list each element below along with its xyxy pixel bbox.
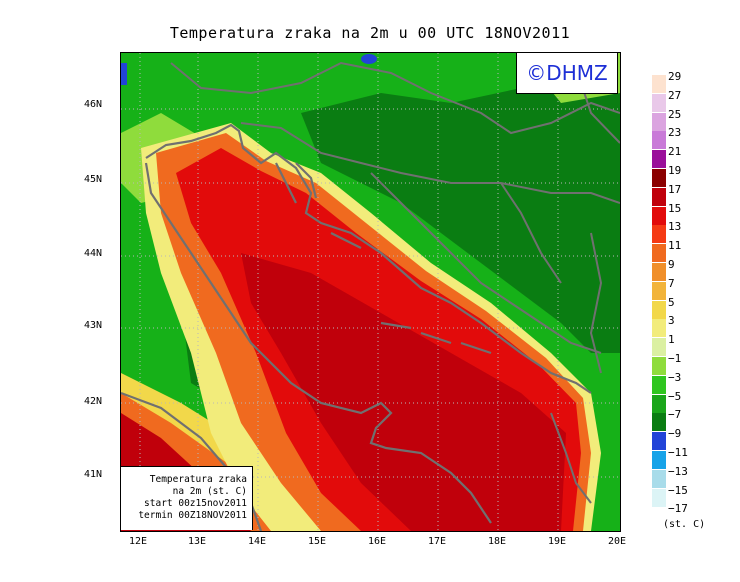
lon-label: 12E [129,536,148,547]
legend-label: −17 [668,502,688,516]
legend-label: −15 [668,483,688,497]
legend-label: 27 [668,88,682,102]
legend-swatch [652,451,666,469]
inland-cold-zone [301,83,620,353]
legend-label: 15 [668,201,682,215]
lon-label: 13E [188,536,207,547]
lon-label: 18E [488,536,507,547]
lat-label: 44N [84,248,103,259]
legend-label: 11 [668,239,682,253]
legend-label: 17 [668,182,682,196]
legend-label: −7 [668,408,682,422]
legend-label: 21 [668,145,682,159]
legend-swatch [652,281,666,300]
legend-swatch [652,469,666,488]
legend-swatch [652,244,666,263]
legend-label: 5 [668,295,675,309]
legend-swatch [652,488,666,507]
cold-spot [361,54,377,64]
legend-label: −13 [668,464,688,478]
legend-swatch [652,150,666,169]
info-line: start 00z15nov2011 [144,498,247,509]
info-line: na 2m (st. C) [172,486,247,497]
legend-label: −3 [668,370,682,384]
lon-label: 17E [428,536,447,547]
legend-swatch [652,131,666,150]
map-canvas [121,53,620,531]
cold-spot [121,63,127,85]
legend-swatch [652,93,666,112]
legend-swatch [652,375,666,394]
legend-swatch [652,394,666,413]
lat-label: 42N [84,396,103,407]
lon-label: 15E [308,536,327,547]
dhmz-badge: ©DHMZ [516,52,618,94]
legend-label: 9 [668,258,675,271]
lat-label: 46N [84,99,103,110]
info-line: termin 00Z18NOV2011 [138,510,247,521]
lat-label: 41N [84,469,103,480]
legend-label: −11 [668,446,688,459]
adriatic-warmest-zone [241,253,566,531]
legend-label: −9 [668,427,682,441]
legend-swatch [652,319,666,338]
legend-swatch [652,507,666,526]
legend-label: 23 [668,126,682,140]
lat-label: 43N [84,320,103,331]
legend-swatch [652,225,666,244]
lon-label: 20E [608,536,627,547]
country-borders [170,53,620,504]
legend-label: 1 [668,333,675,347]
legend-swatch [652,357,666,375]
legend-label: −1 [668,352,682,365]
legend-label: −5 [668,389,682,403]
legend-label: 3 [668,314,675,328]
legend-label: 25 [668,107,682,121]
legend-label: 29 [668,70,682,83]
legend-swatch [652,300,666,319]
temperature-map [120,52,621,532]
legend-label: 19 [668,164,682,177]
legend-swatch [652,432,666,451]
legend-swatch [652,75,666,93]
legend-label: 13 [668,220,682,234]
info-line: Temperatura zraka [149,474,247,485]
legend-swatch [652,206,666,225]
lat-label: 45N [84,174,103,185]
legend-swatch [652,263,666,281]
legend-swatch [652,413,666,432]
info-box: Temperatura zraka na 2m (st. C) start 00… [121,466,253,530]
lon-label: 16E [368,536,387,547]
legend-label: 7 [668,276,675,290]
map-title: Temperatura zraka na 2m u 00 UTC 18NOV20… [169,24,571,42]
lon-label: 19E [548,536,567,547]
legend-swatch [652,169,666,187]
legend-swatch [652,338,666,357]
legend-swatch [652,112,666,131]
legend-unit: (st. C) [663,519,706,530]
legend-swatch [652,187,666,206]
lon-label: 14E [248,536,267,547]
